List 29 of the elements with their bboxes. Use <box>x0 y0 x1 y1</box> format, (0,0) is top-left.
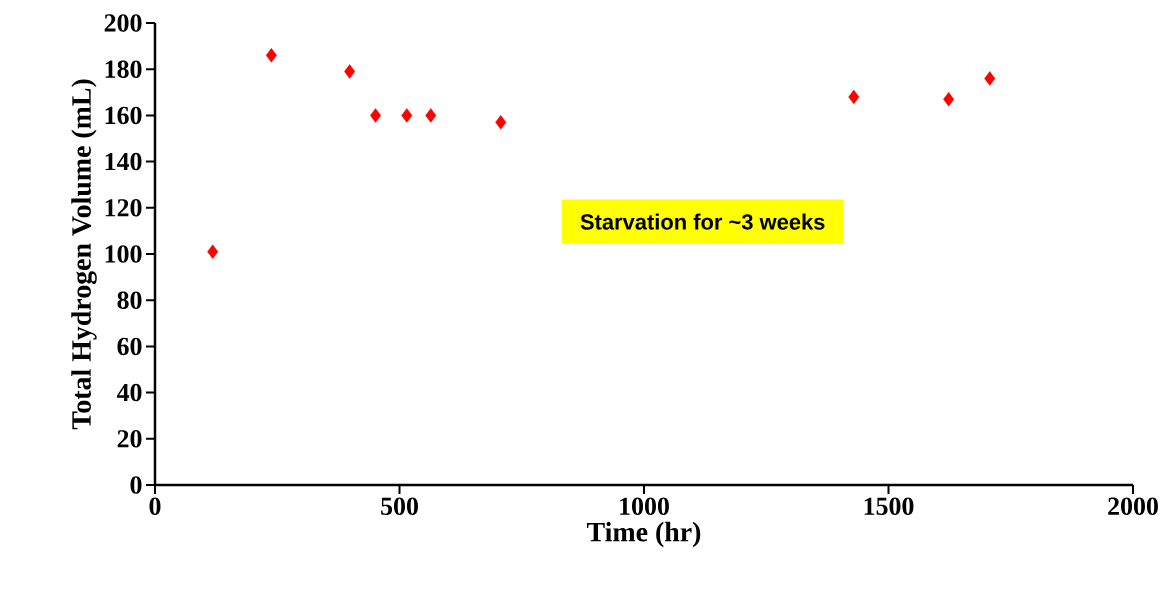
point <box>401 108 413 123</box>
y-tick-label: 160 <box>105 106 142 125</box>
x-tick-label: 2000 <box>1108 497 1158 515</box>
x-tick-label: 500 <box>381 497 418 515</box>
x-tick-label: 1500 <box>864 497 914 515</box>
point <box>984 71 996 86</box>
x-axis-title: Time (hr) <box>586 521 701 548</box>
y-tick-label: 120 <box>105 199 142 217</box>
y-tick-label: 100 <box>105 245 142 263</box>
y-tick-label: 20 <box>117 430 142 448</box>
point <box>943 92 955 107</box>
point <box>848 89 860 105</box>
y-tick-label: 60 <box>117 337 142 356</box>
y-tick-label: 40 <box>116 383 142 402</box>
point <box>495 115 507 130</box>
y-tick-label: 80 <box>117 291 142 309</box>
point <box>207 244 219 259</box>
point <box>344 64 356 79</box>
point <box>425 108 437 123</box>
y-axis-title: Total Hydrogen Volume (mL) <box>71 79 97 430</box>
y-tick-label: 140 <box>105 152 142 171</box>
annotation: Starvation for ~3 weeks <box>580 213 825 230</box>
x-tick-label: 1000 <box>620 497 669 515</box>
y-tick-label: 180 <box>105 60 142 78</box>
x-tick-label: 0 <box>149 497 161 515</box>
point <box>370 108 381 123</box>
y-tick-label: 200 <box>104 14 142 32</box>
point <box>265 48 277 63</box>
y-tick-label: 0 <box>130 476 142 494</box>
